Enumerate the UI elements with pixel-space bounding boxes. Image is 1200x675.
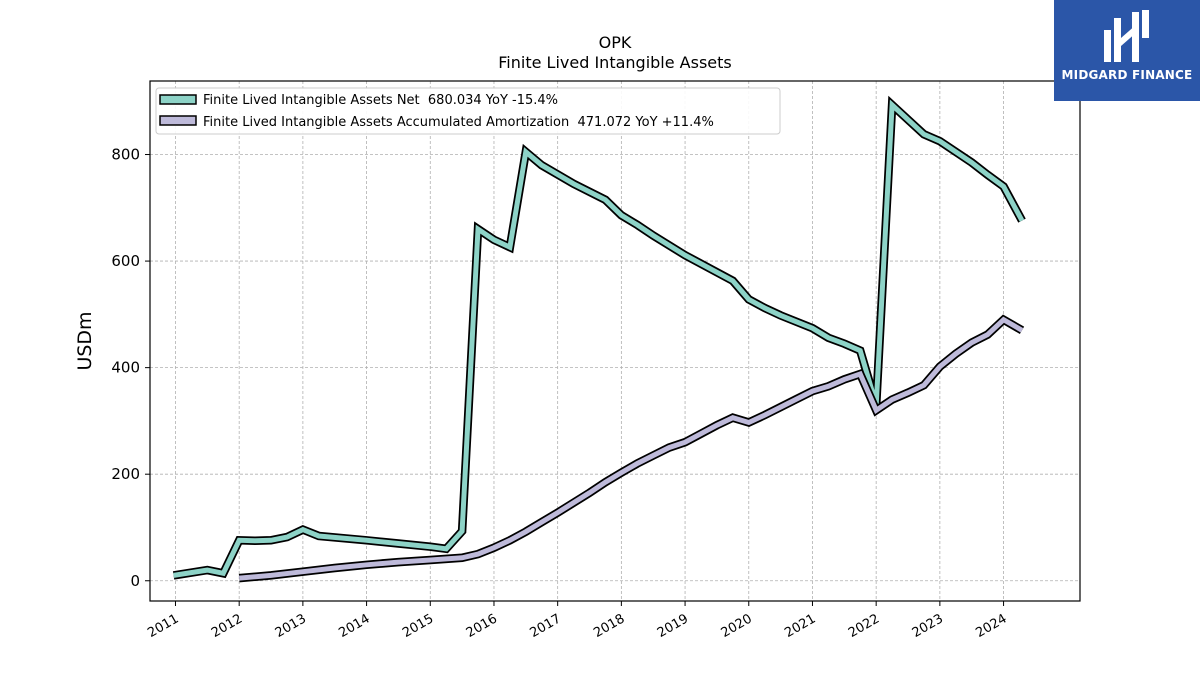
legend-swatch-net bbox=[159, 94, 197, 105]
legend-swatch-amortization bbox=[159, 115, 197, 126]
series-line-1 bbox=[238, 316, 1024, 581]
series-lines bbox=[172, 95, 1026, 583]
x-tick-label: 2014 bbox=[336, 611, 372, 641]
series-line-outline-0 bbox=[172, 95, 1026, 580]
x-tick-label: 2024 bbox=[973, 611, 1009, 641]
y-tick-label: 200 bbox=[111, 465, 140, 483]
brand-logo: MIDGARD FINANCE bbox=[1054, 0, 1200, 101]
x-tick-label: 2013 bbox=[273, 611, 309, 641]
y-axis-label: USDm bbox=[74, 311, 96, 370]
logo-text: MIDGARD FINANCE bbox=[1061, 68, 1193, 82]
y-axis: 0 200 400 600 800 bbox=[111, 146, 150, 590]
y-tick-label: 800 bbox=[111, 146, 140, 164]
x-tick-label: 2012 bbox=[209, 611, 245, 641]
x-tick-label: 2021 bbox=[782, 611, 818, 641]
grid bbox=[150, 81, 1080, 601]
legend-label-net: Finite Lived Intangible Assets Net 680.0… bbox=[203, 93, 558, 108]
x-tick-label: 2011 bbox=[145, 611, 181, 641]
logo-mark-icon bbox=[1104, 10, 1149, 62]
x-tick-label: 2018 bbox=[591, 611, 627, 641]
x-tick-label: 2015 bbox=[400, 611, 436, 641]
legend-label-amortization: Finite Lived Intangible Assets Accumulat… bbox=[203, 115, 714, 130]
x-axis: 2011 2012 2013 2014 2015 2016 2017 2018 2019 2020… bbox=[145, 601, 1010, 641]
legend-box bbox=[155, 87, 781, 135]
y-tick-label: 400 bbox=[111, 359, 140, 377]
y-tick-label: 0 bbox=[130, 572, 140, 590]
plot-frame bbox=[149, 80, 1081, 602]
x-tick-label: 2023 bbox=[910, 611, 946, 641]
series-line-0 bbox=[173, 99, 1025, 578]
y-tick-label: 600 bbox=[111, 252, 140, 270]
chart-title: OPK bbox=[599, 33, 632, 52]
x-tick-label: 2017 bbox=[528, 611, 564, 641]
x-tick-label: 2022 bbox=[846, 611, 882, 641]
x-tick-label: 2020 bbox=[719, 611, 755, 641]
legend: Finite Lived Intangible Assets Net 680.0… bbox=[155, 87, 781, 135]
x-tick-label: 2019 bbox=[655, 611, 691, 641]
x-tick-label: 2016 bbox=[464, 611, 500, 641]
chart-subtitle: Finite Lived Intangible Assets bbox=[498, 53, 731, 72]
